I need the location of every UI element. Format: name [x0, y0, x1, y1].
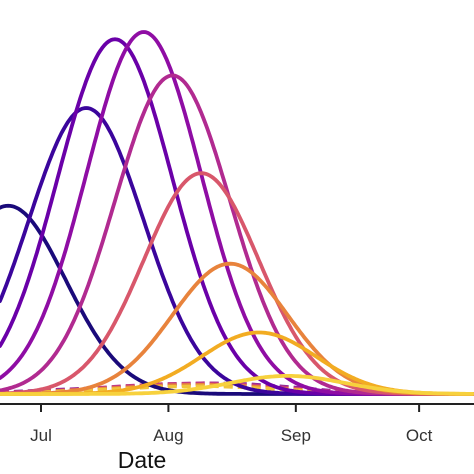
x-tick-label-sep: Sep: [281, 426, 311, 445]
x-axis-title: Date: [118, 447, 167, 473]
x-tick-label-aug: Aug: [153, 426, 183, 445]
x-tick-label-jul: Jul: [30, 426, 52, 445]
peak-series-group: [0, 30, 474, 396]
x-tick-label-oct: Oct: [406, 426, 433, 445]
peak-series-2: [0, 106, 474, 396]
peak-series-6: [0, 171, 474, 396]
x-axis-ticks: Jul Aug Sep Oct: [30, 404, 433, 445]
peak-series-9: [0, 374, 474, 396]
